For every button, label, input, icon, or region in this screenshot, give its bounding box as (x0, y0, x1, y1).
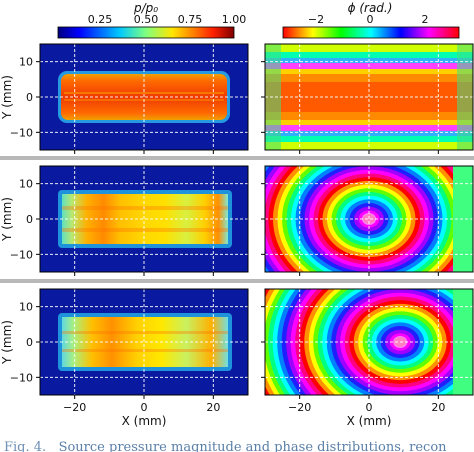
y-tick-label: −10 (10, 248, 33, 261)
row-separator (0, 279, 474, 283)
colorbar-magnitude-tick: 0.25 (88, 13, 113, 26)
x-tick-label: −20 (288, 401, 311, 414)
colorbar-magnitude-tick: 0.50 (134, 13, 159, 26)
row-separator (0, 156, 474, 160)
panel-axes (261, 43, 474, 154)
colorbar-phase-bar (282, 26, 460, 39)
colorbar-phase-tick: −2 (308, 13, 324, 26)
panel-axes: −20 0 20 (261, 288, 474, 414)
x-tick-label: −20 (63, 401, 86, 414)
y-tick-label: 0 (26, 91, 33, 104)
y-axis-label: Y (mm) (0, 75, 14, 120)
colorbar-magnitude-bar (57, 26, 235, 39)
panel-axes: 10 0 −10 (10, 43, 249, 154)
figure-caption: Fig. 4. Source pressure magnitude and ph… (4, 438, 470, 452)
x-tick-label: 0 (366, 401, 373, 414)
colorbar-phase-tick: 0 (367, 13, 374, 26)
y-tick-label: 10 (19, 178, 33, 191)
y-tick-label: −10 (10, 126, 33, 139)
colorbar-magnitude-label: p/p₀ (133, 1, 158, 15)
x-axis-label: X (mm) (122, 414, 167, 428)
colorbar-magnitude: p/p₀ 0.25 0.50 0.75 1.00 (57, 1, 247, 39)
y-tick-label: −10 (10, 371, 33, 384)
panel-axes: 10 0 −10 (10, 165, 249, 276)
y-axis-label: Y (mm) (0, 320, 14, 365)
colorbar-magnitude-tick: 1.00 (222, 13, 247, 26)
figure: p/p₀ 0.25 0.50 0.75 1.00 ϕ (rad.) −2 0 2 (0, 1, 474, 428)
colorbar-phase-label: ϕ (rad.) (348, 1, 393, 15)
y-tick-label: 10 (19, 301, 33, 314)
y-axis-label: Y (mm) (0, 197, 14, 242)
x-axis-label: X (mm) (347, 414, 392, 428)
y-tick-label: 0 (26, 336, 33, 349)
caption-text: Source pressure magnitude and phase dist… (58, 440, 447, 452)
caption-label: Fig. 4. (4, 440, 47, 452)
panel-axes: −20 0 20 10 0 −10 (10, 288, 249, 414)
y-tick-label: 10 (19, 56, 33, 69)
x-tick-label: 0 (141, 401, 148, 414)
y-tick-label: 0 (26, 213, 33, 226)
panel-axes (261, 165, 474, 276)
colorbar-phase-tick: 2 (422, 13, 429, 26)
colorbar-magnitude-tick: 0.75 (178, 13, 203, 26)
colorbar-phase: ϕ (rad.) −2 0 2 (282, 1, 460, 39)
x-tick-label: 20 (431, 401, 445, 414)
x-tick-label: 20 (206, 401, 220, 414)
